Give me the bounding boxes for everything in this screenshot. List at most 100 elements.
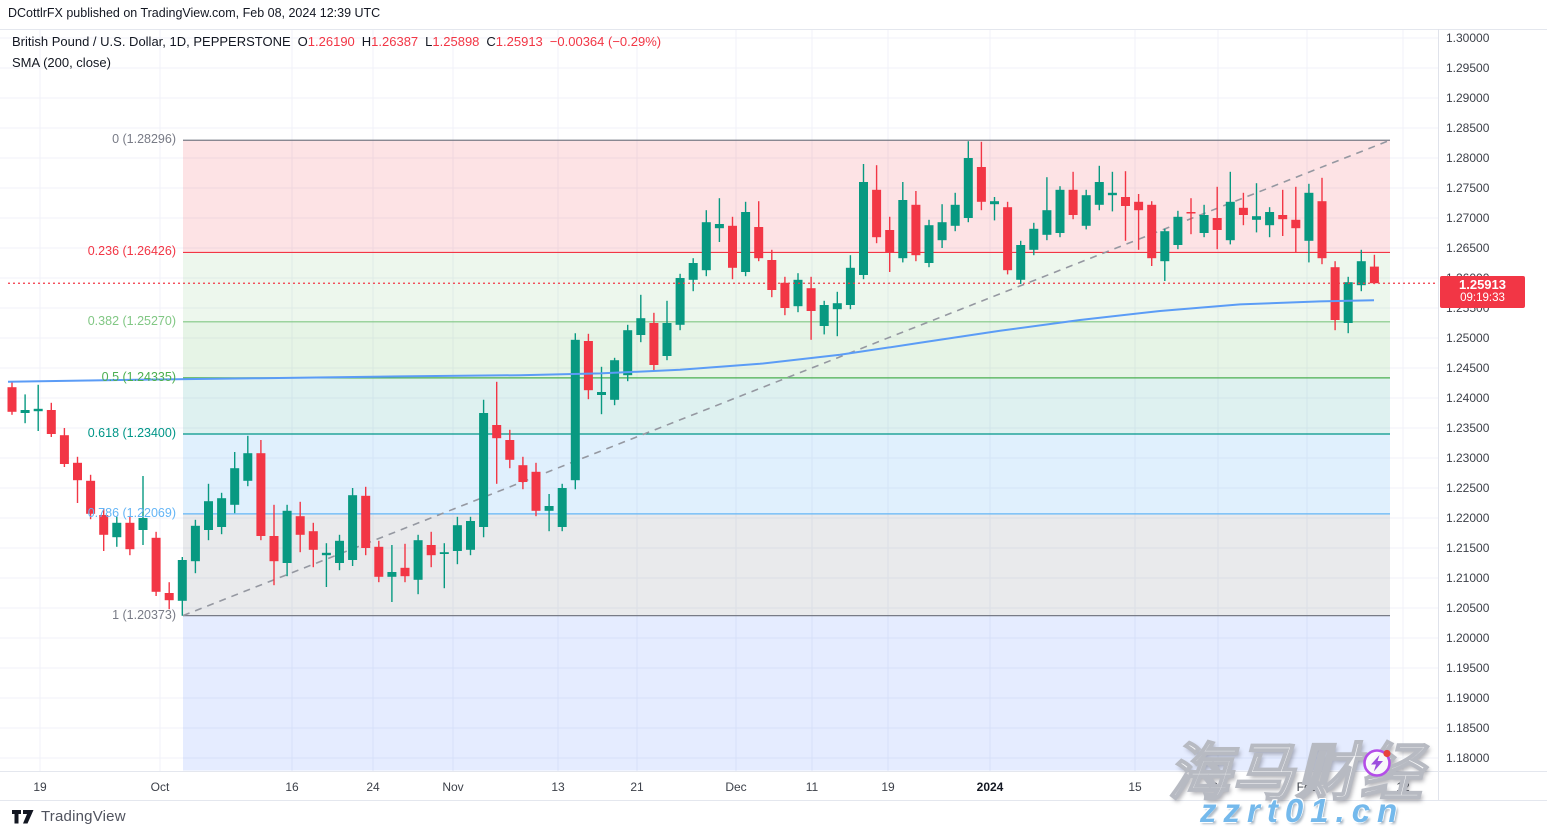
candle[interactable]: [492, 381, 502, 484]
candle[interactable]: [1042, 177, 1052, 241]
candle[interactable]: [937, 204, 947, 248]
candle[interactable]: [1330, 261, 1340, 331]
candle[interactable]: [230, 452, 240, 514]
candle[interactable]: [754, 201, 764, 262]
candle[interactable]: [570, 333, 580, 490]
candle[interactable]: [348, 488, 358, 566]
candle[interactable]: [125, 516, 135, 556]
candle[interactable]: [1055, 186, 1065, 238]
candle[interactable]: [531, 462, 541, 517]
candle[interactable]: [1107, 171, 1117, 212]
candle[interactable]: [636, 294, 646, 343]
candle[interactable]: [963, 141, 973, 223]
candle[interactable]: [793, 273, 803, 313]
candle[interactable]: [1265, 207, 1275, 238]
candle[interactable]: [701, 210, 711, 277]
candle[interactable]: [177, 557, 187, 616]
candle[interactable]: [138, 476, 148, 545]
candle[interactable]: [819, 300, 829, 335]
chart-legend[interactable]: British Pound / U.S. Dollar, 1D, PEPPERS…: [12, 33, 661, 72]
candle[interactable]: [190, 519, 200, 574]
candle[interactable]: [321, 543, 331, 587]
candle[interactable]: [361, 486, 371, 556]
candle[interactable]: [714, 198, 724, 242]
candle[interactable]: [243, 435, 253, 487]
candle[interactable]: [911, 191, 921, 262]
candle[interactable]: [859, 164, 868, 280]
candle[interactable]: [1317, 177, 1327, 265]
candle[interactable]: [335, 534, 344, 571]
candle[interactable]: [885, 216, 895, 272]
tradingview-brand[interactable]: TradingView: [12, 808, 126, 825]
indicator-label[interactable]: SMA (200, close): [12, 55, 111, 70]
candle[interactable]: [845, 255, 855, 310]
candle[interactable]: [898, 182, 908, 263]
candle[interactable]: [33, 384, 43, 431]
candle[interactable]: [557, 483, 567, 532]
candle[interactable]: [1252, 183, 1261, 233]
candle[interactable]: [990, 197, 999, 221]
candle[interactable]: [295, 501, 305, 553]
candle[interactable]: [675, 273, 685, 331]
candle[interactable]: [1029, 222, 1039, 256]
candle[interactable]: [1147, 201, 1157, 266]
candle[interactable]: [479, 399, 489, 538]
candle[interactable]: [1356, 249, 1366, 292]
candle[interactable]: [1212, 186, 1222, 250]
candle[interactable]: [164, 582, 174, 610]
candle[interactable]: [505, 429, 515, 469]
candle[interactable]: [413, 534, 423, 595]
candle[interactable]: [452, 516, 462, 565]
candle[interactable]: [1186, 198, 1196, 235]
candle[interactable]: [1304, 183, 1314, 263]
candle[interactable]: [767, 249, 777, 298]
candle[interactable]: [1173, 210, 1183, 250]
candle[interactable]: [256, 440, 266, 541]
candle[interactable]: [610, 357, 620, 406]
candle[interactable]: [806, 276, 816, 340]
candle[interactable]: [46, 402, 56, 437]
candle[interactable]: [1121, 171, 1130, 241]
candle[interactable]: [308, 522, 318, 568]
symbol-title[interactable]: British Pound / U.S. Dollar, 1D, PEPPERS…: [12, 34, 291, 49]
candle[interactable]: [597, 366, 606, 415]
candle[interactable]: [466, 516, 475, 556]
candle[interactable]: [217, 492, 227, 535]
candle[interactable]: [976, 141, 986, 211]
candle[interactable]: [426, 531, 436, 568]
candle[interactable]: [1134, 194, 1144, 250]
candle[interactable]: [1369, 254, 1379, 285]
candle[interactable]: [950, 192, 960, 232]
candle[interactable]: [1343, 276, 1353, 334]
candle[interactable]: [544, 494, 554, 532]
candle[interactable]: [1094, 165, 1104, 211]
candle[interactable]: [688, 258, 698, 292]
candle[interactable]: [662, 300, 672, 361]
candle[interactable]: [1068, 171, 1078, 220]
candle[interactable]: [439, 543, 449, 589]
candle[interactable]: [1199, 204, 1209, 238]
candle[interactable]: [20, 394, 30, 424]
candle[interactable]: [1016, 240, 1026, 284]
candle[interactable]: [583, 333, 593, 400]
candle[interactable]: [374, 540, 384, 583]
candle[interactable]: [649, 312, 659, 371]
candle[interactable]: [1003, 201, 1013, 275]
candle[interactable]: [282, 504, 292, 577]
candle[interactable]: [7, 381, 17, 415]
candle[interactable]: [728, 216, 737, 280]
candle[interactable]: [269, 504, 279, 586]
candle[interactable]: [99, 509, 109, 551]
candle[interactable]: [1081, 189, 1091, 230]
candle[interactable]: [832, 291, 842, 337]
candle[interactable]: [204, 483, 213, 541]
candle[interactable]: [1225, 171, 1235, 245]
candle[interactable]: [73, 456, 82, 503]
candle[interactable]: [872, 165, 882, 244]
candle[interactable]: [86, 474, 96, 520]
candle[interactable]: [59, 428, 69, 467]
candle[interactable]: [518, 456, 528, 490]
candle[interactable]: [1291, 186, 1301, 253]
candle[interactable]: [741, 201, 751, 277]
